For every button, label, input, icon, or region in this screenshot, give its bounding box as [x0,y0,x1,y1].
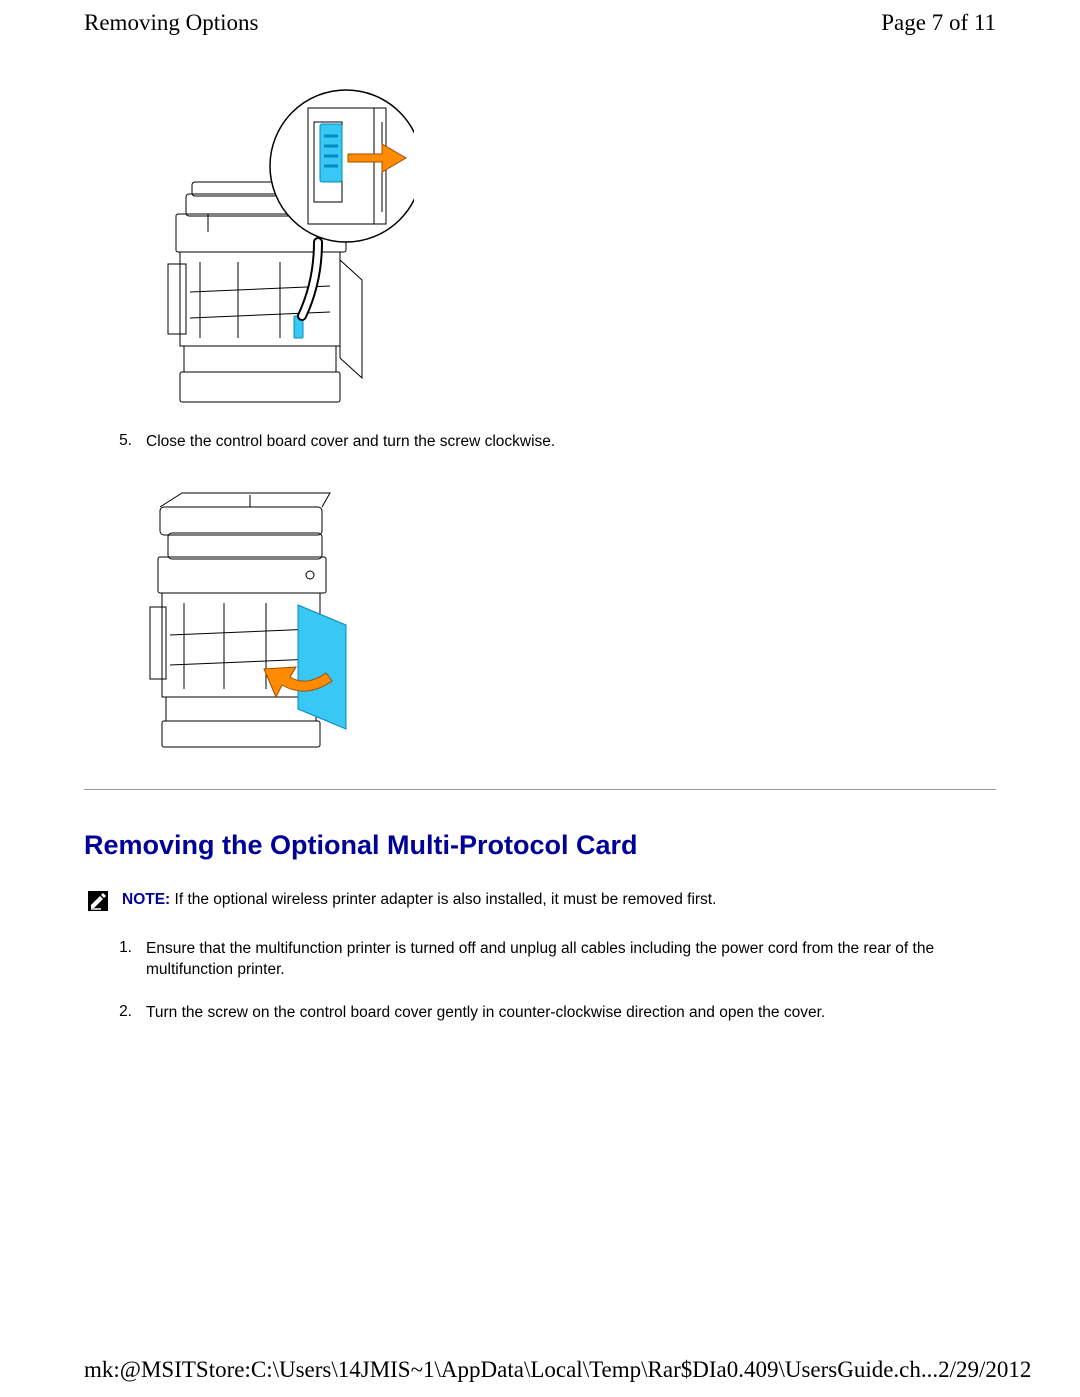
step-text: Ensure that the multifunction printer is… [146,939,996,981]
header-title: Removing Options [84,10,258,36]
note: NOTE: If the optional wireless printer a… [88,891,996,911]
step-number: 2. [84,1003,146,1024]
step-5: 5. Close the control board cover and tur… [84,432,996,453]
note-body: If the optional wireless printer adapter… [170,891,716,908]
step-text: Close the control board cover and turn t… [146,432,996,453]
figure-remove-card [130,82,996,412]
section-title: Removing the Optional Multi-Protocol Car… [84,830,996,861]
note-icon [88,891,108,911]
figure-close-cover [130,475,996,757]
footer-path: mk:@MSITStore:C:\Users\14JMIS~1\AppData\… [84,1357,938,1383]
step-text: Turn the screw on the control board cove… [146,1003,996,1024]
section-divider [84,789,996,790]
header-page-label: Page 7 of 11 [881,10,996,36]
footer-date: 2/29/2012 [938,1357,1031,1383]
step-2: 2. Turn the screw on the control board c… [84,1003,996,1024]
note-label: NOTE: [122,891,170,908]
step-1: 1. Ensure that the multifunction printer… [84,939,996,981]
note-text: NOTE: If the optional wireless printer a… [122,891,716,909]
step-number: 5. [84,432,146,453]
step-number: 1. [84,939,146,981]
